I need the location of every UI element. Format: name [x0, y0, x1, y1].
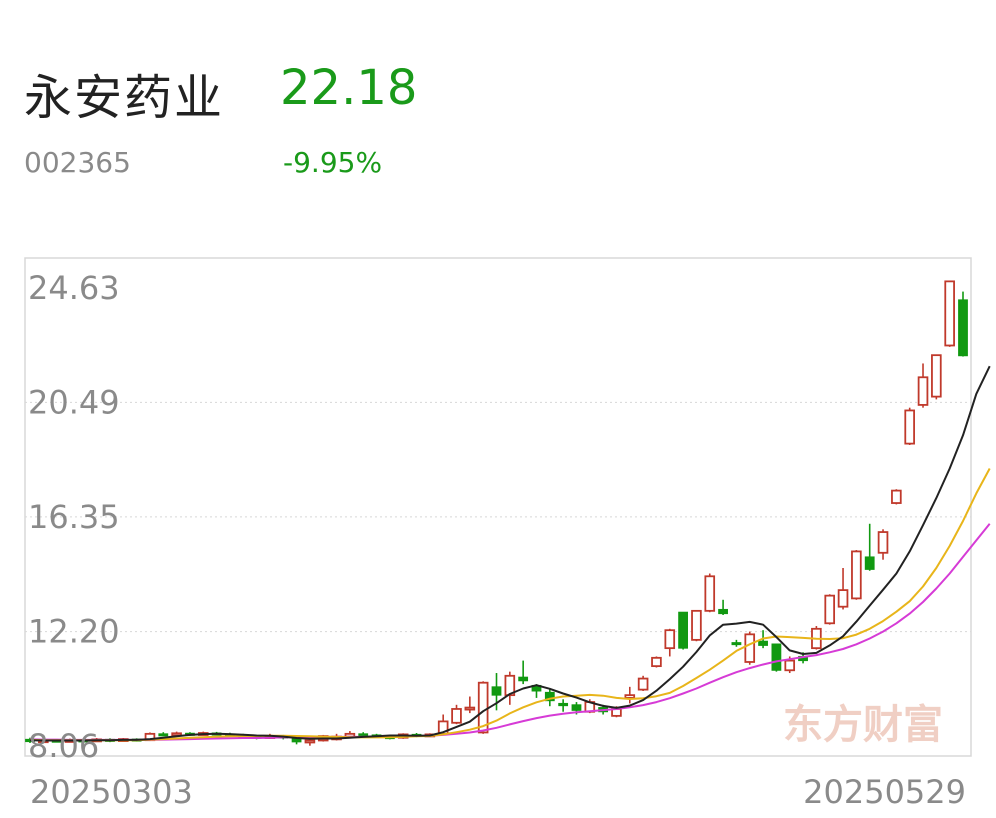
candle: [824, 594, 836, 625]
candle: [704, 573, 716, 613]
candle-body-down: [864, 556, 875, 570]
candle: [904, 407, 915, 445]
stock-price: 22.18: [280, 60, 418, 116]
candle: [358, 732, 369, 737]
candle-body-down: [158, 733, 169, 737]
candle-body-up: [891, 489, 902, 504]
candle-body-down: [771, 643, 782, 671]
candle: [917, 363, 929, 408]
stock-code: 002365: [24, 146, 131, 179]
candle: [558, 699, 569, 712]
candle-body-up: [651, 656, 662, 668]
x-tick-label: 20250303: [30, 773, 193, 811]
candle-body-down: [558, 702, 569, 707]
candle: [731, 639, 742, 647]
y-tick-label: 20.49: [28, 383, 120, 421]
x-axis-labels: 20250303 20250529: [30, 773, 966, 811]
candle: [664, 628, 676, 657]
candle-body-down: [731, 642, 742, 646]
candle: [678, 611, 688, 650]
candle-body-up: [851, 550, 862, 600]
candle-body-up: [944, 280, 955, 347]
candle-body-up: [464, 706, 476, 711]
candle: [851, 550, 862, 600]
candle: [158, 732, 169, 737]
candle: [931, 354, 942, 400]
candle: [958, 291, 968, 357]
ma20-line: [29, 523, 991, 741]
candle: [451, 704, 462, 725]
candle: [864, 523, 875, 571]
candle: [651, 656, 662, 668]
candle-body-up: [171, 732, 182, 737]
candle: [891, 489, 902, 505]
ma10-line: [29, 468, 991, 742]
candle-body-up: [904, 409, 915, 445]
candle: [718, 599, 728, 615]
candle-body-up: [784, 659, 796, 672]
y-axis-labels: 24.63 20.49 16.35 12.20 8.06: [28, 269, 120, 765]
candle: [637, 675, 649, 691]
candle-body-up: [837, 589, 849, 608]
candle-body-up: [704, 575, 716, 612]
candle: [877, 529, 889, 560]
candle-body-down: [491, 686, 502, 696]
candle-body-up: [664, 629, 676, 650]
candle: [771, 643, 782, 672]
x-tick-label: 20250529: [803, 773, 966, 811]
candle-body-down: [718, 608, 728, 615]
stock-change-percent: -9.95%: [283, 146, 383, 179]
candle-body-up: [877, 531, 889, 554]
candle-body-up: [624, 694, 636, 699]
ma5-line: [29, 365, 991, 742]
candle-body-down: [958, 299, 968, 357]
candle: [518, 660, 529, 685]
candle-body-down: [758, 640, 768, 646]
y-tick-label: 8.06: [28, 727, 99, 765]
candle-body-up: [691, 609, 702, 641]
candle: [944, 280, 955, 347]
moving-average-lines: [29, 365, 991, 742]
plot-frame: [24, 257, 972, 757]
candle-body-down: [518, 676, 529, 682]
candle-body-up: [637, 677, 649, 691]
candle-body-down: [544, 691, 555, 702]
candle: [837, 567, 849, 610]
y-tick-label: 12.20: [28, 613, 120, 651]
stock-name: 永安药业: [24, 70, 225, 126]
candle: [464, 696, 476, 714]
candle-body-up: [744, 633, 756, 663]
candle-body-up: [917, 376, 929, 406]
candle: [744, 631, 756, 665]
candle: [624, 686, 636, 704]
candle-body-down: [358, 733, 369, 737]
candle: [504, 671, 516, 705]
candle-body-up: [824, 594, 836, 625]
candles: [25, 280, 968, 746]
y-tick-label: 24.63: [28, 269, 120, 307]
candle-body-up: [931, 354, 942, 398]
candle-body-up: [451, 708, 462, 724]
watermark: 东方财富: [783, 701, 943, 748]
y-tick-label: 16.35: [28, 498, 120, 536]
candle: [691, 609, 702, 642]
candle-body-down: [678, 611, 688, 649]
candle-body-up: [304, 739, 316, 744]
candle-body-down: [571, 704, 582, 711]
candle: [544, 688, 555, 707]
